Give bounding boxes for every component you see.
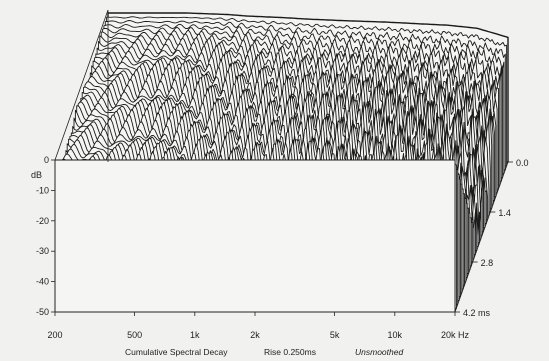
x-tick-label: 20k Hz [441, 330, 470, 340]
z-tick-label: 2.8 [481, 258, 494, 268]
x-tick-label: 200 [47, 330, 62, 340]
z-tick-label: 4.2 ms [463, 308, 491, 318]
axis-labels: 0 -10 -20 -30 -40 -50 dB 200 500 1k 2k 5k 10k 20k Hz 0… [31, 155, 529, 357]
z-axis-line [454, 161, 509, 313]
y-tick-label: 0 [44, 155, 49, 165]
depth-edge-top [54, 9, 109, 161]
decay-slices [54, 12, 509, 313]
x-tick-label: 500 [127, 330, 142, 340]
x-tick-label: 1k [190, 330, 200, 340]
axes [51, 9, 513, 316]
x-tick-label: 10k [388, 330, 403, 340]
y-tick-label: -30 [36, 246, 49, 256]
y-tick-label: -40 [36, 277, 49, 287]
y-tick-label: -50 [36, 307, 49, 317]
z-tick-label: 1.4 [498, 208, 511, 218]
y-axis-unit-label: dB [31, 170, 42, 180]
chart-title: Cumulative Spectral Decay [125, 347, 228, 357]
y-tick-label: -10 [36, 185, 49, 195]
smoothing-label: Unsmoothed [355, 347, 403, 357]
decay-slice [54, 159, 456, 313]
z-tick-label: 0.0 [516, 158, 529, 168]
rise-time-label: Rise 0.250ms [264, 347, 316, 357]
x-tick-label: 2k [250, 330, 260, 340]
x-tick-label: 5k [330, 330, 340, 340]
y-tick-label: -20 [36, 216, 49, 226]
